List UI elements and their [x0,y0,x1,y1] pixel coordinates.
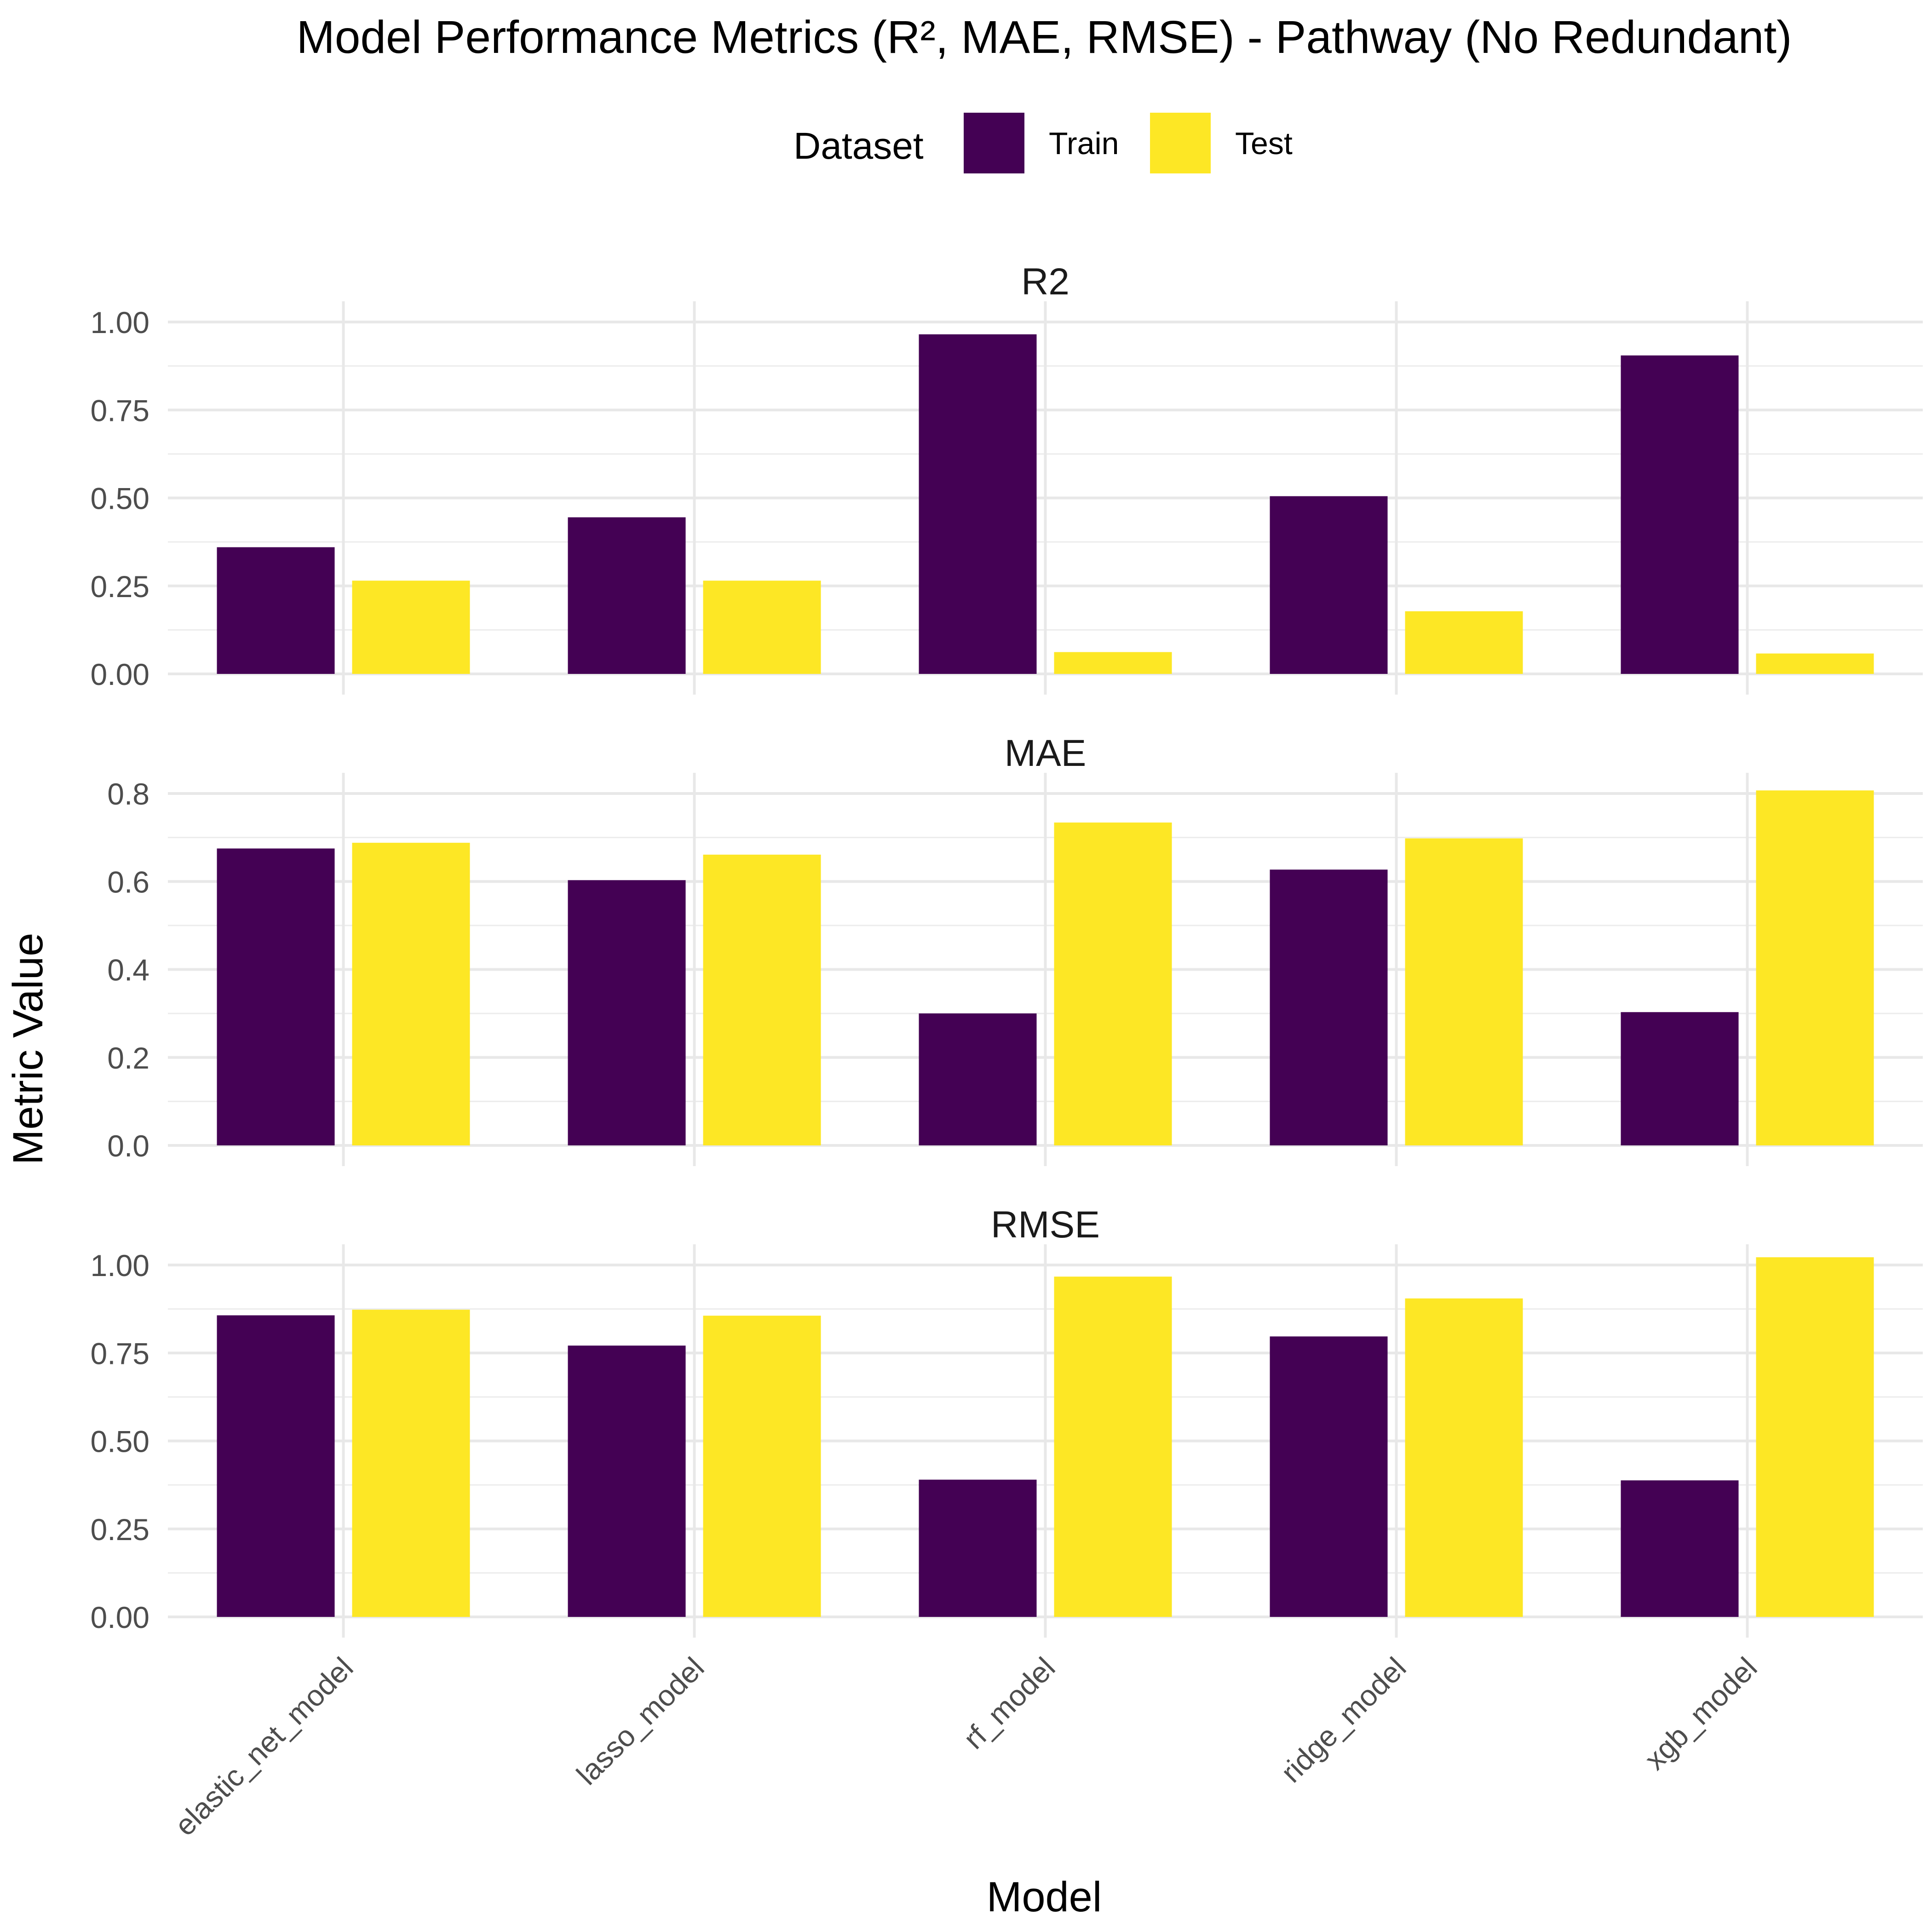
bar-r2-train-xgb-model [1621,355,1739,674]
y-tick-label: 0.25 [91,569,150,604]
y-tick-label: 0.75 [91,393,150,427]
facet-mae: MAE 0.0 0.2 0.4 0.6 0.8 [107,732,1923,1166]
bar-mae-test-ridge-model [1405,838,1523,1145]
y-tick-label: 0.0 [107,1129,150,1163]
chart-title: Model Performance Metrics (R², MAE, RMSE… [297,12,1792,63]
legend-swatch-test [1150,113,1211,173]
bar-mae-train-lasso-model [568,880,686,1145]
bar-mae-train-elastic-net-model [217,848,335,1145]
y-tick-label: 0.50 [91,1425,150,1459]
bar-r2-test-rf-model [1054,652,1172,674]
bar-r2-train-lasso-model [568,517,686,674]
bar-r2-test-elastic-net-model [352,581,470,674]
bar-mae-test-lasso-model [703,854,821,1145]
y-tick-label: 0.4 [107,953,150,987]
legend-swatch-train [964,113,1024,173]
bar-rmse-test-lasso-model [703,1316,821,1617]
y-tick-label: 0.50 [91,482,150,516]
bar-mae-train-rf-model [919,1013,1037,1145]
bar-rmse-train-elastic-net-model [217,1315,335,1617]
legend-title: Dataset [794,125,924,167]
bar-rmse-train-xgb-model [1621,1480,1739,1617]
bar-mae-test-rf-model [1054,822,1172,1145]
y-tick-label: 0.00 [91,657,150,691]
y-axis-label: Metric Value [5,933,52,1165]
bar-mae-train-xgb-model [1621,1012,1739,1145]
legend-label-train: Train [1049,126,1119,161]
facet-r2: R2 0.00 0.25 0.50 0.75 1.00 [91,261,1923,695]
y-tick-label: 0.75 [91,1336,150,1370]
y-tick-label: 0.2 [107,1041,150,1075]
bar-r2-test-lasso-model [703,581,821,674]
facet-label: R2 [1021,261,1070,303]
bar-rmse-train-ridge-model [1270,1336,1388,1617]
bar-mae-train-ridge-model [1270,869,1388,1145]
y-tick-label: 1.00 [91,305,150,339]
y-tick-label: 0.00 [91,1600,150,1634]
bar-r2-train-elastic-net-model [217,547,335,674]
bar-rmse-train-lasso-model [568,1346,686,1617]
bar-rmse-test-xgb-model [1756,1257,1874,1617]
legend: Dataset Train Test [794,113,1293,173]
bar-r2-train-ridge-model [1270,496,1388,674]
y-tick-label: 0.8 [107,777,150,811]
bar-rmse-test-elastic-net-model [352,1310,470,1617]
bar-mae-test-xgb-model [1756,790,1874,1145]
facet-label: MAE [1005,732,1087,774]
bar-rmse-test-ridge-model [1405,1298,1523,1617]
bar-rmse-train-rf-model [919,1479,1037,1617]
y-tick-label: 0.25 [91,1512,150,1547]
facet-panels: R2 0.00 0.25 0.50 0.75 1.00 MAE 0.0 0.2 0.4 0.6 0.8… [91,261,1923,1638]
x-axis-label: Model [987,1874,1102,1920]
bar-r2-test-xgb-model [1756,653,1874,674]
y-tick-label: 1.00 [91,1248,150,1282]
facet-label: RMSE [991,1204,1100,1246]
bar-r2-test-ridge-model [1405,611,1523,674]
facet-rmse: RMSE 0.00 0.25 0.50 0.75 1.00 [91,1204,1923,1638]
y-tick-label: 0.6 [107,865,150,899]
bar-r2-train-rf-model [919,334,1037,674]
bar-mae-test-elastic-net-model [352,843,470,1145]
bar-rmse-test-rf-model [1054,1276,1172,1617]
legend-label-test: Test [1235,126,1293,161]
